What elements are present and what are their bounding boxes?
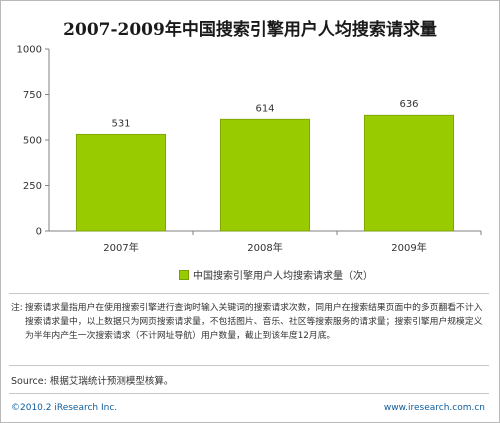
data-label: 636 <box>399 99 418 110</box>
x-tick-label: 2007年 <box>103 241 138 254</box>
bar <box>363 114 455 232</box>
data-label: 531 <box>111 118 130 129</box>
divider-source <box>9 365 489 366</box>
y-tick-label: 250 <box>23 181 42 192</box>
y-tick-label: 750 <box>23 90 42 101</box>
y-tick-label: 0 <box>36 227 42 238</box>
y-tick-label: 500 <box>23 136 42 147</box>
x-tick-label: 2009年 <box>391 241 426 254</box>
legend-swatch <box>179 269 189 280</box>
divider-footer <box>9 393 489 394</box>
copyright: ©2010.2 iResearch Inc. <box>11 403 118 413</box>
divider-note <box>9 293 489 294</box>
legend-label: 中国搜索引擎用户人均搜索请求量（次） <box>193 271 373 282</box>
chart-title: 2007-2009年中国搜索引擎用户人均搜索请求量 <box>63 20 437 40</box>
x-tick-label: 2008年 <box>247 241 282 254</box>
data-label: 614 <box>255 103 274 114</box>
source-note: Source: 根据艾瑞统计预测模型核算。 <box>11 376 174 387</box>
legend: 中国搜索引擎用户人均搜索请求量（次） <box>179 267 373 282</box>
footnote-text: 搜索请求量指用户在使用搜索引擎进行查询时输入关键词的搜索请求次数，同用户在搜索结… <box>25 303 483 341</box>
y-tick-label: 1000 <box>17 45 42 56</box>
footnote-prefix: 注: <box>11 303 23 313</box>
bar <box>75 133 167 232</box>
bar <box>219 118 311 232</box>
footnote: 注: 搜索请求量指用户在使用搜索引擎进行查询时输入关键词的搜索请求次数，同用户在… <box>11 301 483 343</box>
bar-chart: 0 250 500 750 1000 531 2007年 614 2008年 636 2009年 <box>17 45 482 254</box>
website-link[interactable]: www.iresearch.com.cn <box>383 403 485 413</box>
